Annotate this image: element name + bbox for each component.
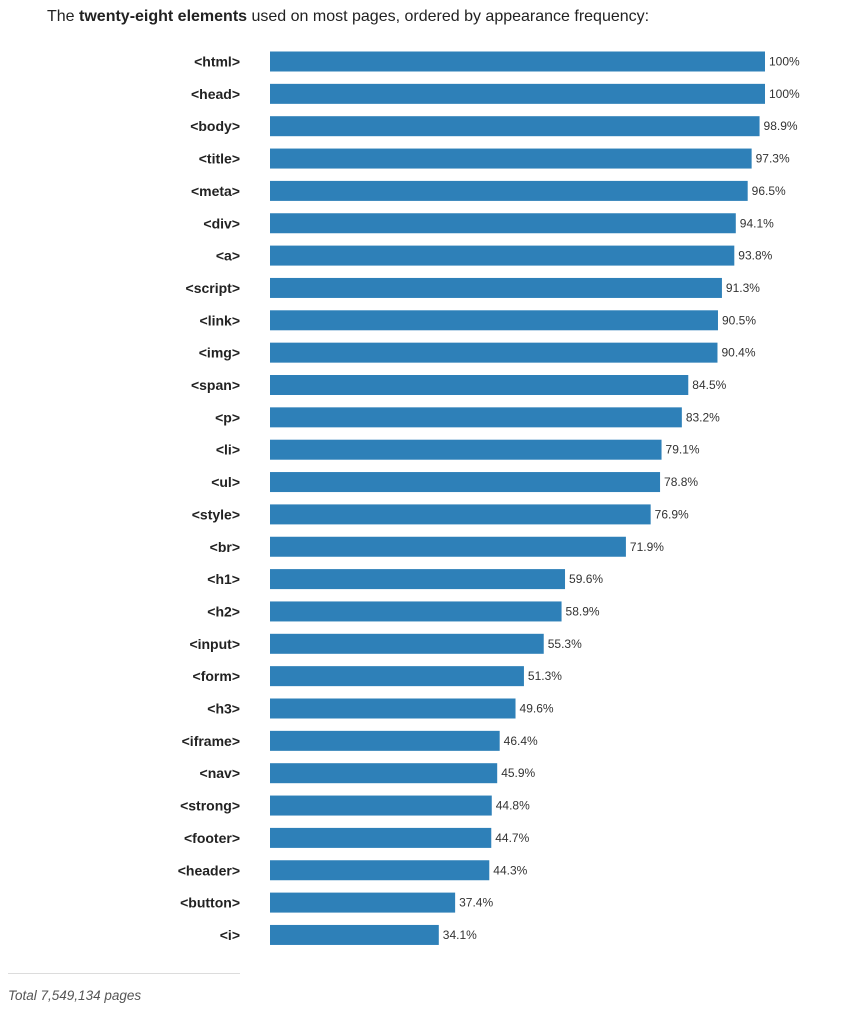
bar (270, 892, 456, 913)
value-label: 91.3% (726, 281, 760, 295)
bar (270, 763, 498, 784)
category-label: <a> (216, 248, 240, 264)
category-label: <h2> (207, 603, 240, 619)
category-label: <script> (186, 280, 240, 296)
category-label: <footer> (184, 830, 240, 846)
category-label: <button> (180, 895, 240, 911)
category-label: <strong> (180, 798, 240, 814)
value-label: 84.5% (692, 378, 726, 392)
bar (270, 569, 566, 590)
value-label: 34.1% (443, 928, 477, 942)
value-label: 71.9% (630, 540, 664, 554)
bar (270, 375, 689, 395)
value-label: 59.6% (569, 572, 603, 586)
category-label: <nav> (200, 765, 240, 781)
bar (270, 472, 661, 493)
category-label: <style> (192, 506, 240, 522)
bar (270, 213, 736, 234)
category-label: <img> (199, 345, 240, 361)
value-label: 55.3% (548, 637, 582, 651)
category-label: <body> (190, 118, 240, 134)
value-label: 97.3% (756, 152, 790, 166)
bar (270, 827, 492, 848)
category-label: <li> (216, 442, 240, 458)
bar (270, 504, 651, 525)
category-label: <span> (191, 377, 240, 393)
chart-title-suffix: used on most pages, ordered by appearanc… (247, 8, 650, 25)
bar (270, 698, 516, 719)
bar-chart: <html> 100% <head> 100% <body> 98.9% <title> 97… (178, 51, 800, 945)
bar (270, 536, 626, 557)
bar (270, 310, 718, 331)
bar (270, 148, 752, 169)
bar (270, 730, 500, 751)
chart-title-bold: twenty-eight elements (79, 8, 248, 25)
value-label: 100% (769, 87, 800, 101)
value-label: 90.4% (721, 346, 755, 360)
bar (270, 439, 662, 460)
total-pages-note: Total 7,549,134 pages (8, 988, 142, 1003)
category-label: <form> (193, 668, 240, 684)
bar (270, 633, 544, 654)
value-label: 96.5% (752, 184, 786, 198)
value-label: 49.6% (520, 702, 554, 716)
value-label: 98.9% (764, 119, 798, 133)
bar (270, 666, 524, 687)
bar (270, 180, 748, 201)
chart-title-prefix: The (47, 8, 80, 25)
bar (270, 342, 718, 363)
value-label: 90.5% (722, 313, 756, 327)
category-label: <h1> (207, 571, 240, 587)
category-label: <meta> (191, 183, 240, 199)
bar (270, 860, 490, 881)
category-label: <input> (189, 636, 240, 652)
bar (270, 924, 439, 945)
bar (270, 601, 562, 622)
bar (270, 116, 760, 137)
bar (270, 277, 722, 298)
value-label: 78.8% (664, 475, 698, 489)
category-label: <html> (194, 54, 240, 70)
value-label: 93.8% (738, 249, 772, 263)
category-label: <h3> (207, 701, 240, 717)
category-label: <br> (210, 539, 240, 555)
value-label: 45.9% (501, 766, 535, 780)
value-label: 94.1% (740, 216, 774, 230)
value-label: 44.3% (493, 863, 527, 877)
value-label: 51.3% (528, 669, 562, 683)
category-label: <head> (191, 86, 240, 102)
footer-divider (8, 973, 240, 974)
value-label: 83.2% (686, 410, 720, 424)
category-label: <link> (200, 312, 240, 328)
bar (270, 83, 765, 104)
category-label: <p> (215, 409, 240, 425)
value-label: 76.9% (655, 507, 689, 521)
bar (270, 245, 735, 266)
value-label: 100% (769, 55, 800, 69)
value-label: 44.8% (496, 799, 530, 813)
value-label: 79.1% (666, 443, 700, 457)
value-label: 46.4% (504, 734, 538, 748)
category-label: <header> (178, 862, 240, 878)
category-label: <ul> (211, 474, 240, 490)
category-label: <iframe> (182, 733, 240, 749)
chart-title: The twenty-eight elements used on most p… (47, 8, 649, 26)
bar (270, 51, 765, 72)
value-label: 37.4% (459, 896, 493, 910)
value-label: 58.9% (566, 604, 600, 618)
category-label: <title> (199, 151, 240, 167)
bar (270, 795, 492, 816)
category-label: <div> (203, 215, 240, 231)
bar (270, 407, 682, 428)
value-label: 44.7% (495, 831, 529, 845)
category-label: <i> (220, 927, 240, 943)
